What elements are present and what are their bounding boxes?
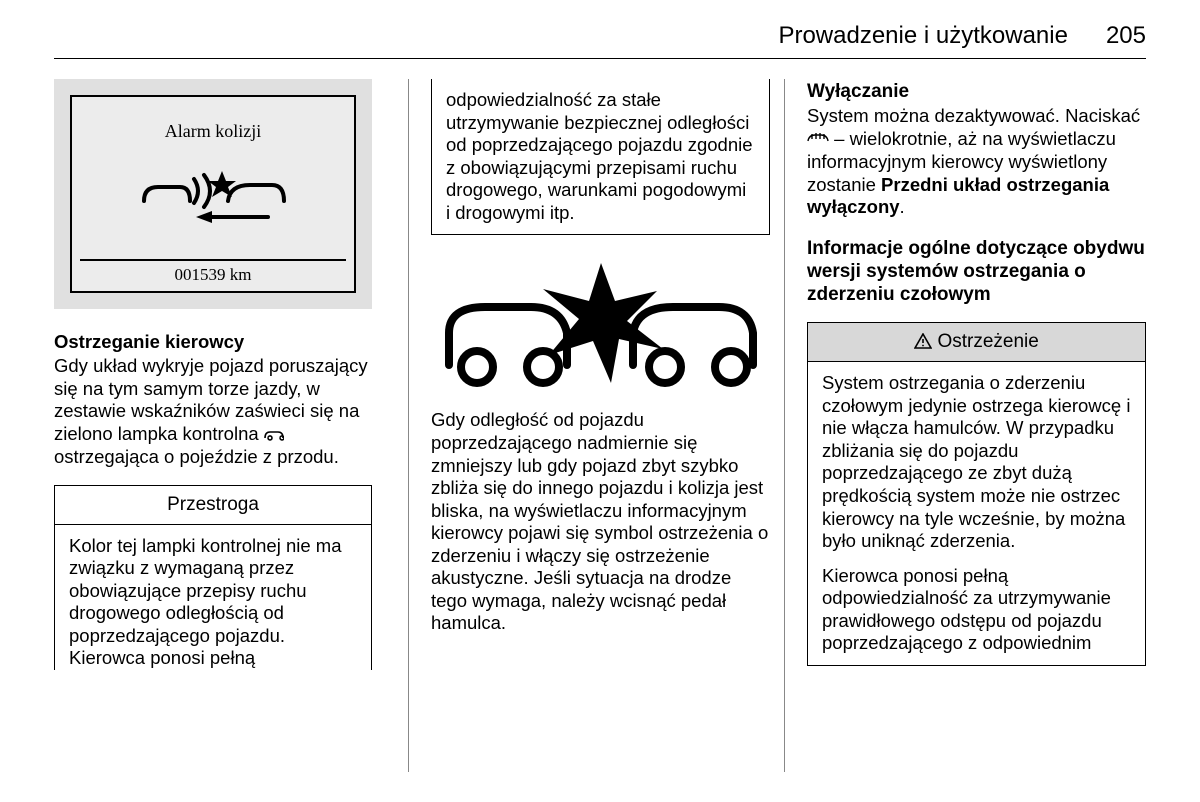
warning-p1: System ostrzegania o zderzeniu czołowym … — [822, 372, 1131, 553]
caution-box: Przestroga Kolor tej lampki kontrolnej n… — [54, 485, 372, 670]
page-header: Prowadzenie i użytkowanie 205 — [54, 22, 1146, 59]
dashboard-display-frame: Alarm kolizji — [54, 79, 372, 309]
dashboard-display: Alarm kolizji — [70, 95, 356, 293]
deactivation-text: System można dezaktywować. Naciskać – wi… — [807, 105, 1146, 219]
warning-title-text: Ostrzeżenie — [937, 331, 1038, 352]
button-press-icon — [807, 128, 829, 151]
column-1: Alarm kolizji — [54, 79, 394, 772]
warning-box: Ostrzeżenie System ostrzegania o zderzen… — [807, 322, 1146, 666]
column-2: odpowiedzialność za stałe utrzymywanie b… — [408, 79, 770, 772]
page-container: Prowadzenie i użytkowanie 205 Alarm koli… — [0, 0, 1200, 802]
deact-text-1: System można dezaktywować. Naciskać — [807, 105, 1140, 126]
car-indicator-icon — [264, 424, 284, 447]
header-title: Prowadzenie i użytkowanie — [778, 22, 1068, 50]
caution-body: Kolor tej lampki kontrolnej nie ma związ… — [55, 525, 371, 670]
collision-paragraph: Gdy odległość od pojazdu poprzedzającego… — [431, 409, 770, 635]
page-number: 205 — [1106, 22, 1146, 50]
deactivation-heading: Wyłączanie — [807, 81, 1146, 103]
text-part-1: Gdy układ wykryje pojazd poruszający się… — [54, 355, 368, 444]
text-part-2: ostrzegająca o pojeździe z przodu. — [54, 446, 339, 467]
warning-triangle-icon — [914, 331, 932, 352]
driver-warning-text: Gdy układ wykryje pojazd poruszający się… — [54, 355, 372, 469]
general-info-heading: Informacje ogólne dotyczące obydwu wersj… — [807, 237, 1146, 307]
caution-continuation-box: odpowiedzialność za stałe utrzymywanie b… — [431, 79, 770, 235]
warning-title: Ostrzeżenie — [808, 323, 1145, 362]
collision-figure — [431, 255, 770, 395]
warning-body: System ostrzegania o zderzeniu czołowym … — [808, 362, 1145, 665]
collision-alert-icon — [80, 142, 346, 259]
column-3: Wyłączanie System można dezaktywować. Na… — [784, 79, 1146, 772]
display-alarm-title: Alarm kolizji — [80, 121, 346, 142]
columns: Alarm kolizji — [54, 59, 1146, 772]
warning-p2: Kierowca ponosi pełną odpowiedzialność z… — [822, 565, 1131, 655]
driver-warning-heading: Ostrzeganie kierowcy — [54, 331, 372, 353]
display-odometer: 001539 km — [80, 259, 346, 285]
caution-title: Przestroga — [55, 486, 371, 525]
